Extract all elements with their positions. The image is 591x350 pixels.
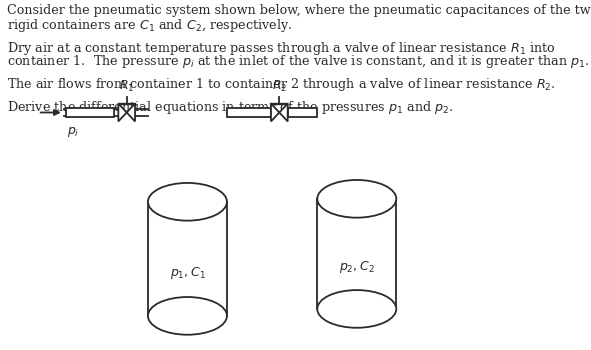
- Ellipse shape: [148, 297, 227, 335]
- Text: $p_1, C_1$: $p_1, C_1$: [170, 265, 205, 280]
- Ellipse shape: [317, 290, 397, 328]
- Text: Consider the pneumatic system shown below, where the pneumatic capacitances of t: Consider the pneumatic system shown belo…: [8, 4, 591, 18]
- Text: container 1.  The pressure $p_i$ at the inlet of the valve is constant, and it i: container 1. The pressure $p_i$ at the i…: [8, 53, 590, 70]
- Bar: [66, 107, 114, 118]
- Text: $p_2, C_2$: $p_2, C_2$: [339, 259, 375, 275]
- Text: $R_2$: $R_2$: [272, 78, 287, 94]
- Polygon shape: [280, 104, 288, 121]
- Polygon shape: [126, 104, 135, 121]
- Text: The air flows from container 1 to container 2 through a valve of linear resistan: The air flows from container 1 to contai…: [8, 76, 556, 93]
- Ellipse shape: [148, 183, 227, 220]
- Ellipse shape: [317, 180, 397, 218]
- Text: Dry air at a constant temperature passes through a valve of linear resistance $R: Dry air at a constant temperature passes…: [8, 40, 556, 57]
- Polygon shape: [271, 104, 280, 121]
- Text: Derive the differential equations in terms of the pressures $p_1$ and $p_2$.: Derive the differential equations in ter…: [8, 99, 454, 116]
- Text: $R_1$: $R_1$: [119, 78, 134, 94]
- Bar: [288, 107, 317, 118]
- Polygon shape: [118, 104, 126, 121]
- Text: rigid containers are $C_1$ and $C_2$, respectively.: rigid containers are $C_1$ and $C_2$, re…: [8, 17, 293, 34]
- Text: $p_i$: $p_i$: [67, 125, 80, 139]
- Bar: [227, 107, 271, 118]
